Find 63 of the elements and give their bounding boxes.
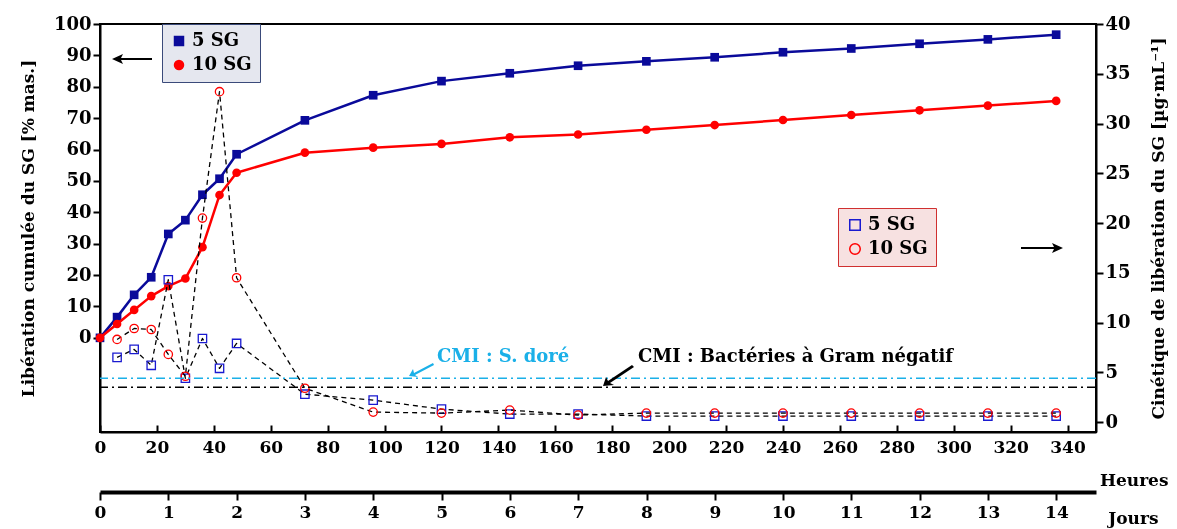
y2-tick-label: 40 — [1105, 12, 1131, 34]
y2-tick-label: 25 — [1105, 161, 1131, 183]
x-tick-label: 20 — [145, 436, 170, 457]
x-tick-label: 40 — [202, 436, 227, 457]
y2-tick-label: 0 — [1105, 410, 1119, 432]
y2-axis-title: Cinétique de libération du SG [µg·mL⁻¹] — [1147, 37, 1168, 420]
x-tick-label: 120 — [424, 436, 460, 457]
x-tick-label: 220 — [708, 436, 745, 457]
legend-label: 10 SG — [192, 53, 252, 74]
x2-tick-label: 0 — [94, 501, 107, 522]
y2-tick-label: 20 — [1105, 211, 1131, 233]
y-tick-label: 60 — [66, 138, 92, 160]
legend-label: 5 SG — [192, 29, 240, 50]
x-tick-label: 240 — [765, 436, 802, 457]
x2-tick-label: 7 — [572, 501, 585, 522]
x-tick-label: 160 — [538, 436, 574, 457]
ref-line-label: CMI : Bactéries à Gram négatif — [638, 345, 955, 366]
ref-line-label: CMI : S. doré — [437, 345, 570, 366]
y-tick-label: 30 — [66, 232, 92, 254]
y-tick-label: 20 — [66, 263, 92, 285]
x-tick-label: 300 — [936, 436, 973, 457]
x-tick-label: 80 — [316, 436, 341, 457]
x2-tick-label: 2 — [231, 501, 244, 522]
x2-tick-label: 4 — [367, 501, 380, 522]
x2-axis-title: Jours — [1106, 507, 1159, 528]
y2-tick-label: 15 — [1105, 261, 1131, 283]
x-tick-label: 260 — [822, 436, 859, 457]
x2-tick-label: 5 — [436, 501, 448, 522]
y2-tick-label: 35 — [1105, 62, 1131, 84]
y2-tick-label: 30 — [1105, 112, 1131, 134]
x-tick-label: 320 — [993, 436, 1030, 457]
legend-label: 5 SG — [868, 213, 916, 234]
x-tick-label: 340 — [1050, 436, 1086, 457]
x2-tick-label: 1 — [162, 501, 175, 522]
legend-label: 10 SG — [868, 237, 928, 258]
x2-tick-label: 9 — [709, 501, 722, 522]
y-tick-label: 90 — [66, 43, 92, 65]
x2-tick-label: 3 — [299, 501, 312, 522]
x-tick-label: 280 — [879, 436, 916, 457]
y-tick-label: 40 — [66, 200, 92, 222]
x2-tick-label: 14 — [1045, 501, 1069, 522]
x2-tick-label: 11 — [840, 501, 864, 522]
x2-tick-label: 6 — [504, 501, 517, 522]
x-tick-label: 180 — [594, 436, 631, 457]
x-tick-label: 60 — [259, 436, 284, 457]
y-tick-label: 80 — [66, 75, 92, 97]
y2-tick-label: 5 — [1105, 360, 1119, 382]
x2-tick-label: 8 — [641, 501, 653, 522]
x-axis-title: Heures — [1099, 469, 1169, 490]
x-tick-label: 200 — [651, 436, 688, 457]
x-tick-label: 140 — [481, 436, 517, 457]
x-tick-label: 0 — [94, 436, 107, 457]
y-tick-label: 50 — [66, 169, 92, 191]
x2-tick-label: 10 — [771, 501, 796, 522]
y2-tick-label: 10 — [1105, 311, 1131, 333]
y-tick-label: 100 — [53, 12, 92, 34]
x2-tick-label: 13 — [976, 501, 1001, 522]
y-axis-title: Libération cumulée du SG [% mas.] — [17, 59, 38, 398]
x-tick-label: 100 — [367, 436, 403, 457]
y-tick-label: 10 — [66, 294, 92, 316]
x2-tick-label: 12 — [908, 501, 933, 522]
y-tick-label: 70 — [66, 106, 92, 128]
y-tick-label: 0 — [78, 326, 92, 348]
